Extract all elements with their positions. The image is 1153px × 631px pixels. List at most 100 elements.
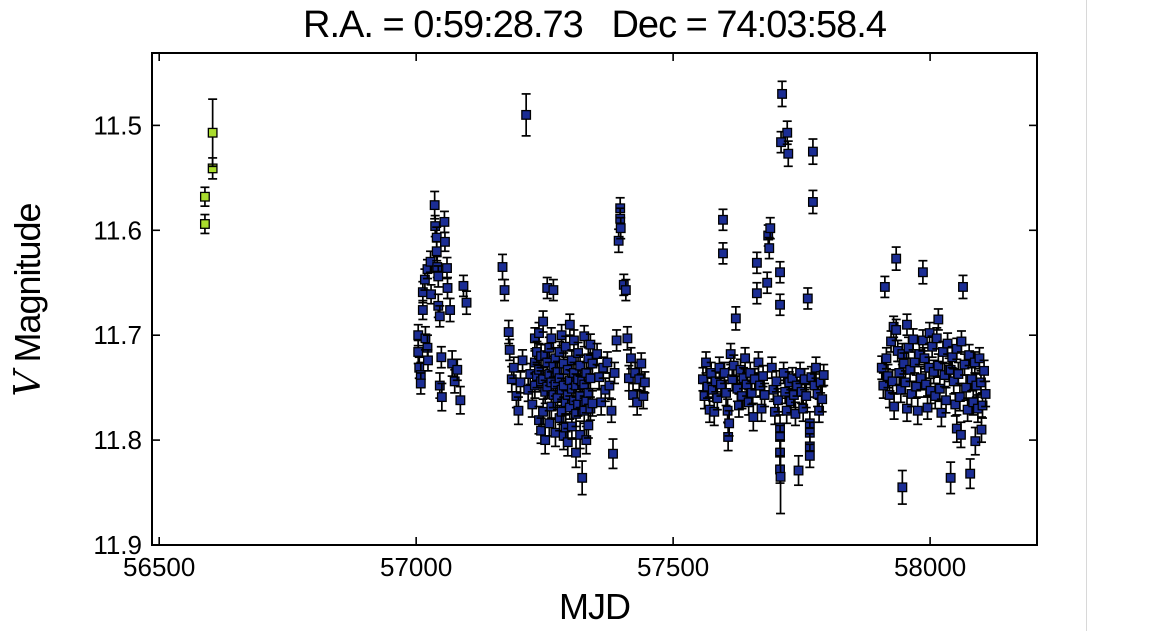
data-point bbox=[199, 186, 210, 208]
data-point bbox=[775, 260, 785, 284]
data-point bbox=[461, 290, 472, 316]
data-point bbox=[817, 385, 828, 413]
data-point bbox=[504, 338, 515, 362]
data-point bbox=[199, 213, 210, 235]
data-point bbox=[639, 371, 650, 394]
x-axis-label: MJD bbox=[559, 586, 631, 627]
data-point bbox=[433, 265, 444, 288]
data-point bbox=[455, 385, 466, 415]
data-point bbox=[958, 274, 968, 300]
data-point bbox=[891, 246, 902, 272]
data-point bbox=[425, 250, 436, 274]
data-point bbox=[917, 259, 928, 285]
data-point bbox=[718, 208, 728, 232]
data-point bbox=[718, 242, 728, 265]
data-point bbox=[751, 251, 762, 275]
data-point bbox=[415, 372, 426, 395]
data-point bbox=[573, 341, 584, 365]
data-point bbox=[546, 326, 557, 350]
data-point bbox=[941, 386, 951, 414]
data-point bbox=[571, 437, 581, 469]
data-point bbox=[445, 297, 456, 323]
data-point bbox=[775, 439, 786, 515]
data-point bbox=[765, 216, 776, 240]
data-point bbox=[936, 398, 947, 428]
data-point bbox=[887, 368, 898, 394]
x-tick-label: 58000 bbox=[894, 552, 966, 582]
data-point bbox=[615, 216, 626, 240]
data-point bbox=[955, 421, 966, 449]
data-point bbox=[542, 276, 553, 300]
data-point bbox=[965, 458, 976, 490]
data-point bbox=[577, 460, 588, 496]
data-point bbox=[442, 256, 452, 280]
data-point bbox=[548, 278, 559, 302]
x-tick-label: 57000 bbox=[380, 552, 452, 582]
data-point bbox=[945, 461, 956, 495]
data-point bbox=[608, 438, 618, 470]
light-curve-figure: R.A. = 0:59:28.73 Dec = 74:03:58.4 V Mag… bbox=[7, 4, 1038, 627]
y-axis-label-text: Magnitude bbox=[7, 203, 48, 372]
data-point bbox=[442, 276, 453, 300]
data-point bbox=[560, 335, 571, 359]
data-point bbox=[439, 231, 450, 253]
early-epoch-points bbox=[199, 98, 218, 235]
data-point bbox=[807, 138, 818, 166]
data-point bbox=[773, 387, 783, 413]
data-point bbox=[724, 409, 735, 437]
data-point bbox=[207, 98, 218, 168]
data-point bbox=[777, 80, 788, 108]
data-point bbox=[748, 402, 759, 432]
data-point bbox=[517, 349, 528, 372]
data-point bbox=[434, 304, 445, 328]
data-point bbox=[793, 454, 804, 487]
data-point bbox=[740, 346, 751, 370]
data-point bbox=[902, 313, 912, 337]
data-point bbox=[527, 390, 538, 418]
data-point bbox=[511, 383, 522, 409]
data-point bbox=[568, 329, 579, 352]
data-point bbox=[766, 356, 777, 380]
plot-canvas: 56500 57000 57500 58000 11.5 11.6 11.7 11.8 11.9 bbox=[93, 52, 1038, 582]
data-point bbox=[912, 396, 923, 426]
data-point bbox=[609, 361, 620, 385]
y-tick-label: 11.7 bbox=[93, 320, 142, 350]
y-tick-label: 11.6 bbox=[93, 215, 142, 245]
page-divider bbox=[1086, 0, 1087, 631]
data-point bbox=[587, 389, 598, 417]
data-point bbox=[436, 345, 447, 369]
data-point bbox=[931, 326, 942, 350]
data-point bbox=[758, 364, 769, 388]
data-point bbox=[452, 358, 463, 382]
data-point bbox=[783, 140, 794, 168]
data-point bbox=[499, 278, 510, 302]
data-point bbox=[759, 382, 770, 408]
data-point bbox=[423, 349, 433, 372]
data-point bbox=[417, 299, 428, 321]
chart-title: R.A. = 0:59:28.73 Dec = 74:03:58.4 bbox=[303, 4, 887, 46]
data-point bbox=[801, 383, 812, 409]
data-point bbox=[521, 93, 532, 137]
data-point bbox=[538, 310, 549, 333]
data-point bbox=[790, 401, 801, 427]
data-point bbox=[964, 343, 975, 367]
y-tick-label: 11.5 bbox=[93, 110, 142, 140]
data-point bbox=[879, 275, 890, 299]
data-point bbox=[976, 416, 987, 444]
data-point bbox=[585, 333, 596, 356]
data-point bbox=[611, 329, 622, 352]
data-point bbox=[721, 379, 732, 407]
data-point bbox=[818, 363, 829, 387]
data-point bbox=[746, 380, 757, 406]
data-point bbox=[620, 278, 631, 302]
data-point bbox=[564, 313, 575, 337]
data-point bbox=[980, 380, 991, 408]
data-point bbox=[538, 398, 549, 426]
y-axis-label-math-v: V bbox=[8, 371, 49, 397]
y-tick-label: 11.8 bbox=[93, 425, 142, 455]
data-point bbox=[575, 420, 586, 450]
data-point bbox=[756, 395, 767, 423]
data-point bbox=[807, 189, 818, 215]
x-tick-label: 57500 bbox=[637, 552, 709, 582]
